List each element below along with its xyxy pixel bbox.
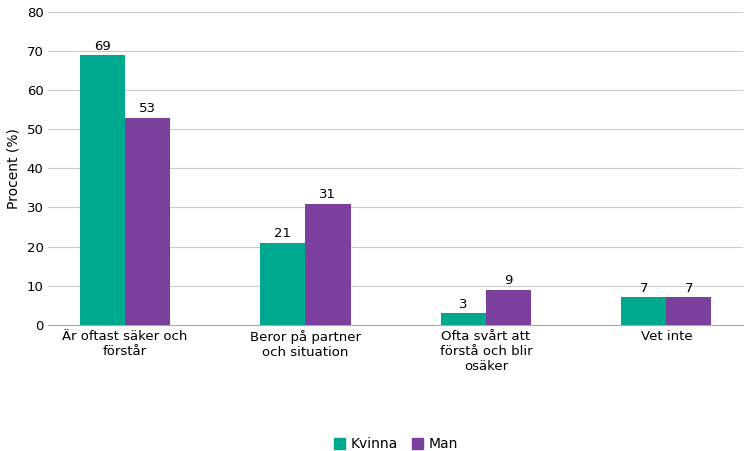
Text: 3: 3 (459, 298, 467, 311)
Bar (260, 243, 305, 325)
Text: 53: 53 (139, 102, 156, 115)
Text: 69: 69 (94, 40, 111, 53)
Bar (80, 55, 125, 325)
Text: 21: 21 (274, 227, 291, 240)
Text: 9: 9 (504, 274, 513, 287)
Text: 7: 7 (640, 282, 648, 295)
Text: 7: 7 (685, 282, 693, 295)
Bar (621, 297, 666, 325)
Text: 31: 31 (320, 188, 337, 201)
Bar (125, 118, 170, 325)
Bar (486, 290, 531, 325)
Bar (441, 313, 486, 325)
Bar (666, 297, 712, 325)
Legend: Kvinna, Man: Kvinna, Man (328, 432, 464, 451)
Bar (305, 203, 350, 325)
Y-axis label: Procent (%): Procent (%) (7, 128, 21, 209)
